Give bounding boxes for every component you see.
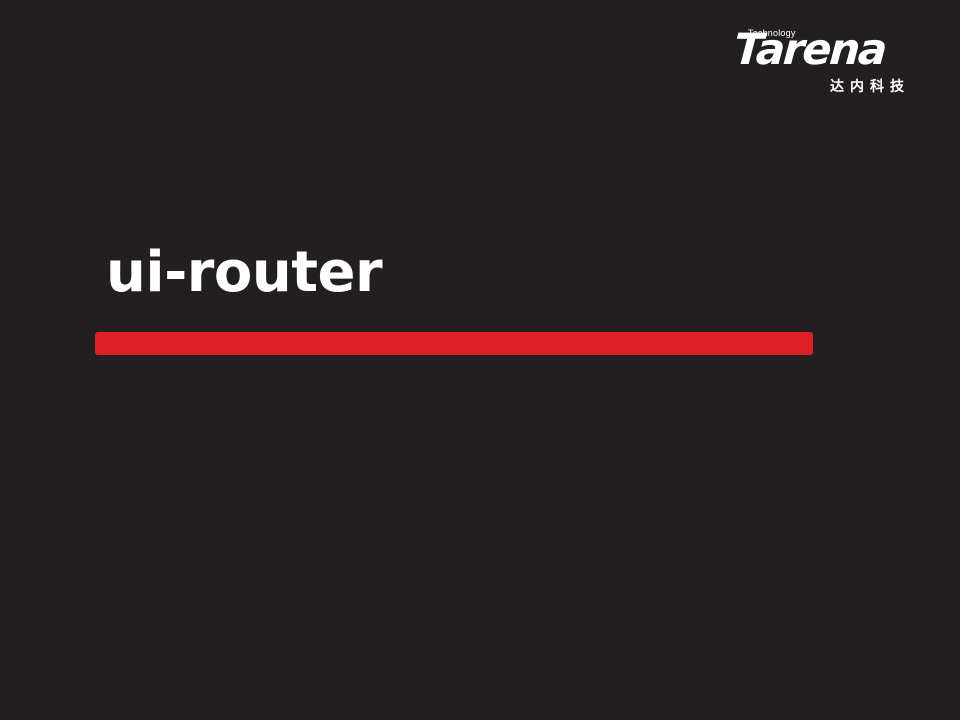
title-underline-bar bbox=[95, 332, 813, 355]
slide-title: ui-router bbox=[106, 240, 383, 305]
logo-tagline: Technology bbox=[748, 28, 796, 38]
tarena-logo: Tarena Technology 达内科技 bbox=[732, 25, 930, 96]
logo-chinese-name: 达内科技 bbox=[830, 79, 910, 95]
